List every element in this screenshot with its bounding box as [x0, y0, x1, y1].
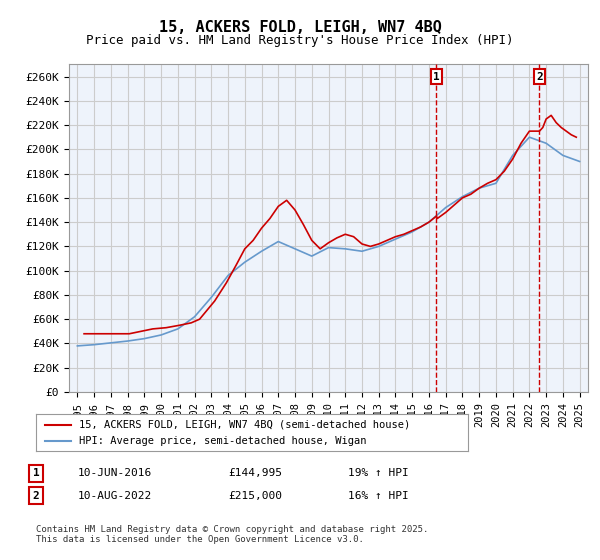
Text: 1: 1: [433, 72, 440, 82]
Text: 2: 2: [32, 491, 40, 501]
Text: Contains HM Land Registry data © Crown copyright and database right 2025.
This d: Contains HM Land Registry data © Crown c…: [36, 525, 428, 544]
Text: 16% ↑ HPI: 16% ↑ HPI: [348, 491, 409, 501]
Text: £215,000: £215,000: [228, 491, 282, 501]
Text: 10-JUN-2016: 10-JUN-2016: [78, 468, 152, 478]
Text: HPI: Average price, semi-detached house, Wigan: HPI: Average price, semi-detached house,…: [79, 436, 367, 446]
Text: 2: 2: [536, 72, 543, 82]
Text: Price paid vs. HM Land Registry's House Price Index (HPI): Price paid vs. HM Land Registry's House …: [86, 34, 514, 46]
Text: £144,995: £144,995: [228, 468, 282, 478]
Text: 10-AUG-2022: 10-AUG-2022: [78, 491, 152, 501]
Text: 15, ACKERS FOLD, LEIGH, WN7 4BQ: 15, ACKERS FOLD, LEIGH, WN7 4BQ: [158, 20, 442, 35]
Text: 1: 1: [32, 468, 40, 478]
Text: 15, ACKERS FOLD, LEIGH, WN7 4BQ (semi-detached house): 15, ACKERS FOLD, LEIGH, WN7 4BQ (semi-de…: [79, 419, 410, 430]
Text: 19% ↑ HPI: 19% ↑ HPI: [348, 468, 409, 478]
